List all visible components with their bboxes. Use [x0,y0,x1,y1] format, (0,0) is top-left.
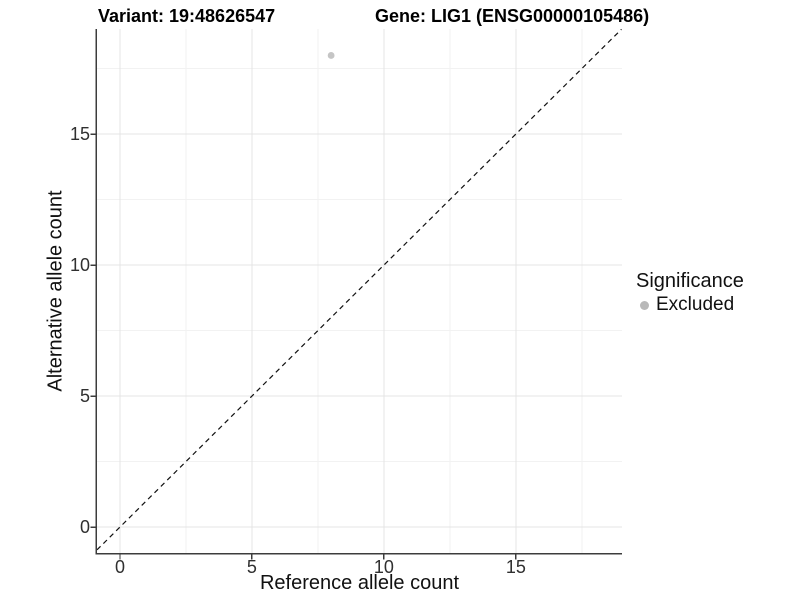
x-tick-label: 0 [114,557,125,577]
y-tick-label: 15 [69,124,90,145]
legend-item-label: Excluded [656,294,735,315]
y-tick-label: 10 [69,255,90,276]
legend-title: Significance [636,270,744,292]
data-point [327,52,335,59]
x-tick-label: 10 [373,557,394,577]
y-tick-label: 0 [79,517,90,538]
y-tick-label: 5 [79,386,90,407]
x-axis-label: Reference allele count [259,572,459,594]
plot-title-variant: Variant: 19:48626547 [98,6,276,26]
x-tick-label: 5 [246,557,257,577]
plot-title-gene: Gene: LIG1 (ENSG00000105486) [375,6,650,26]
legend-point-icon [640,300,649,310]
identity-line [96,28,622,551]
y-axis-label: Alternative allele count [44,190,67,392]
legend-item-excluded: Excluded [636,294,744,316]
legend: Significance Excluded [636,270,744,316]
x-tick-label: 15 [505,557,526,577]
